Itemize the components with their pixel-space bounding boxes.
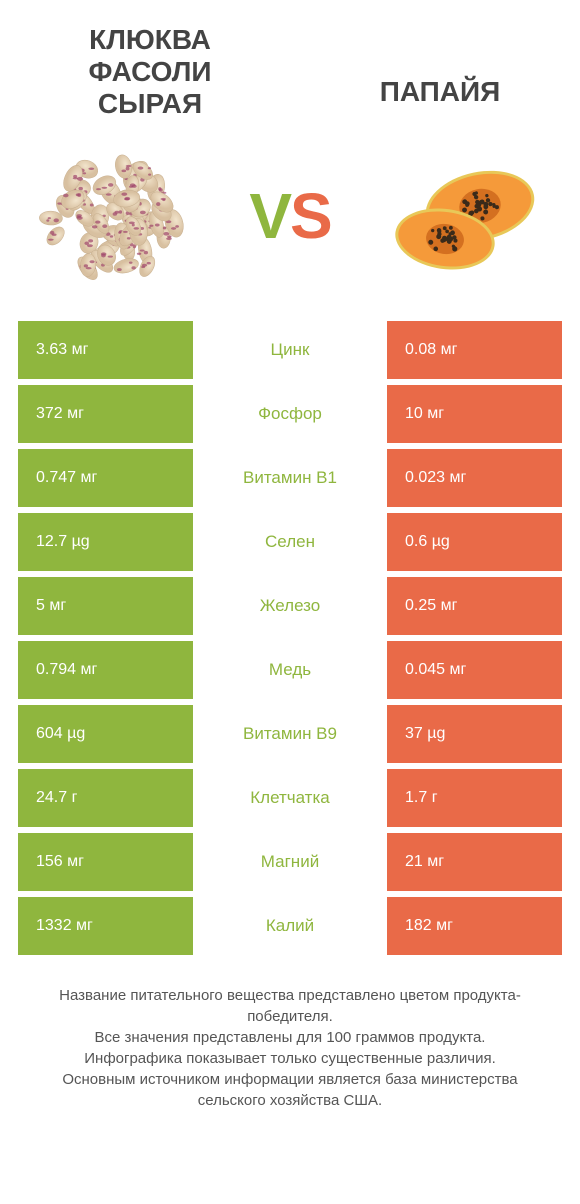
cell-mid: Цинк (193, 321, 387, 379)
table-row: 1332 мгКалий182 мг (18, 897, 562, 955)
cell-left: 372 мг (18, 385, 193, 443)
table-row: 0.794 мгМедь0.045 мг (18, 641, 562, 699)
cell-right: 10 мг (387, 385, 562, 443)
cell-right: 37 µg (387, 705, 562, 763)
title-right: ПАПАЙЯ (340, 76, 540, 108)
title-left: КЛЮКВА ФАСОЛИ СЫРАЯ (40, 24, 260, 121)
cell-mid: Селен (193, 513, 387, 571)
header: КЛЮКВА ФАСОЛИ СЫРАЯ ПАПАЙЯ (0, 0, 580, 121)
footer-line: Основным источником информации является … (30, 1069, 550, 1111)
beans-image (30, 131, 200, 301)
footer-line: Инфографика показывает только существенн… (30, 1048, 550, 1069)
cell-mid: Калий (193, 897, 387, 955)
vs-s: S (290, 180, 331, 252)
vs-label: VS (249, 179, 330, 253)
table-row: 3.63 мгЦинк0.08 мг (18, 321, 562, 379)
table-row: 0.747 мгВитамин B10.023 мг (18, 449, 562, 507)
cell-left: 156 мг (18, 833, 193, 891)
table-row: 372 мгФосфор10 мг (18, 385, 562, 443)
cell-mid: Медь (193, 641, 387, 699)
cell-left: 5 мг (18, 577, 193, 635)
cell-left: 0.747 мг (18, 449, 193, 507)
cell-mid: Магний (193, 833, 387, 891)
footer-line: Название питательного вещества представл… (30, 985, 550, 1027)
cell-right: 0.25 мг (387, 577, 562, 635)
vs-v: V (249, 180, 290, 252)
nutrient-table: 3.63 мгЦинк0.08 мг 372 мгФосфор10 мг 0.747… (0, 321, 580, 955)
cell-right: 0.08 мг (387, 321, 562, 379)
cell-left: 0.794 мг (18, 641, 193, 699)
vs-row: VS (0, 121, 580, 321)
cell-right: 0.045 мг (387, 641, 562, 699)
cell-mid: Витамин B9 (193, 705, 387, 763)
cell-right: 182 мг (387, 897, 562, 955)
cell-mid: Железо (193, 577, 387, 635)
table-row: 12.7 µgСелен0.6 µg (18, 513, 562, 571)
table-row: 24.7 гКлетчатка1.7 г (18, 769, 562, 827)
table-row: 604 µgВитамин B937 µg (18, 705, 562, 763)
cell-right: 21 мг (387, 833, 562, 891)
table-row: 5 мгЖелезо0.25 мг (18, 577, 562, 635)
cell-mid: Клетчатка (193, 769, 387, 827)
cell-right: 1.7 г (387, 769, 562, 827)
cell-left: 1332 мг (18, 897, 193, 955)
papaya-image (380, 131, 550, 301)
cell-mid: Фосфор (193, 385, 387, 443)
cell-left: 24.7 г (18, 769, 193, 827)
table-row: 156 мгМагний21 мг (18, 833, 562, 891)
footer: Название питательного вещества представл… (0, 961, 580, 1111)
cell-right: 0.023 мг (387, 449, 562, 507)
cell-left: 12.7 µg (18, 513, 193, 571)
footer-line: Все значения представлены для 100 граммо… (30, 1027, 550, 1048)
cell-left: 3.63 мг (18, 321, 193, 379)
cell-mid: Витамин B1 (193, 449, 387, 507)
cell-left: 604 µg (18, 705, 193, 763)
cell-right: 0.6 µg (387, 513, 562, 571)
